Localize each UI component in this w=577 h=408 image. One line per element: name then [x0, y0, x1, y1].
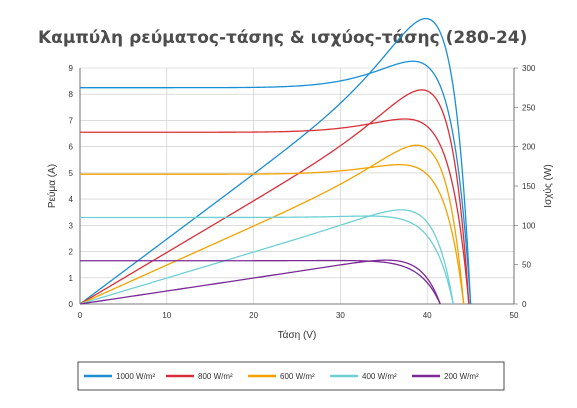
iv-curve-4	[80, 215, 454, 305]
pv-curve-4	[79, 209, 454, 305]
y2-tick-label: 300	[522, 64, 536, 73]
y2-axis-label: Ισχύς (W)	[542, 164, 554, 207]
y2-tick-label: 50	[522, 261, 531, 270]
y-tick-label: 8	[69, 90, 74, 99]
pv-curve-5	[79, 259, 441, 305]
y-axis-label: Ρεύμα (A)	[46, 164, 58, 208]
y2-tick-label: 150	[522, 182, 536, 191]
iv-curve-5	[80, 259, 441, 305]
x-tick-label: 50	[510, 311, 519, 320]
pv-curve-1	[79, 17, 472, 305]
y2-tick-label: 0	[522, 300, 527, 309]
y-tick-label: 4	[69, 195, 74, 204]
x-tick-label: 30	[336, 311, 345, 320]
x-tick-label: 20	[249, 311, 258, 320]
y2-tick-label: 250	[522, 103, 536, 112]
y-tick-label: 3	[69, 221, 74, 230]
legend-label: 400 W/m²	[362, 372, 397, 381]
legend-label: 800 W/m²	[198, 372, 233, 381]
y-tick-label: 5	[69, 169, 74, 178]
legend-label: 1000 W/m²	[116, 372, 155, 381]
y-tick-label: 7	[69, 116, 74, 125]
y-tick-label: 6	[69, 143, 74, 152]
x-axis-label: Τάση (V)	[278, 329, 317, 341]
y-tick-label: 0	[69, 300, 74, 309]
y2-tick-label: 100	[522, 221, 536, 230]
legend-label: 200 W/m²	[444, 372, 479, 381]
y-tick-label: 9	[69, 64, 74, 73]
x-tick-label: 40	[423, 311, 432, 320]
legend: 1000 W/m² 800 W/m² 600 W/m² 400 W/m² 200 W/m…	[84, 372, 479, 381]
y-tick-label: 1	[69, 274, 74, 283]
iv-curve-3	[80, 163, 465, 305]
x-tick-label: 0	[78, 311, 83, 320]
iv-curve-2	[80, 118, 470, 305]
iv-curve-1	[80, 60, 472, 305]
pv-curve-2	[79, 89, 470, 305]
y2-tick-label: 200	[522, 143, 536, 152]
series-layer	[79, 17, 472, 305]
legend-label: 600 W/m²	[280, 372, 315, 381]
plot-area	[80, 68, 514, 304]
y-tick-label: 2	[69, 248, 74, 257]
x-tick-label: 10	[162, 311, 171, 320]
